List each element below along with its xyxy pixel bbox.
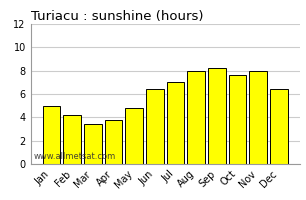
Bar — [270, 89, 288, 164]
Bar — [105, 120, 122, 164]
Bar — [208, 68, 226, 164]
Bar — [43, 106, 60, 164]
Bar — [249, 71, 267, 164]
Bar — [167, 82, 184, 164]
Bar — [229, 75, 246, 164]
Bar — [188, 71, 205, 164]
Bar — [146, 89, 164, 164]
Bar — [125, 108, 143, 164]
Bar — [64, 115, 81, 164]
Text: www.allmetsat.com: www.allmetsat.com — [33, 152, 116, 161]
Text: Turiacu : sunshine (hours): Turiacu : sunshine (hours) — [31, 10, 203, 23]
Bar — [84, 124, 102, 164]
